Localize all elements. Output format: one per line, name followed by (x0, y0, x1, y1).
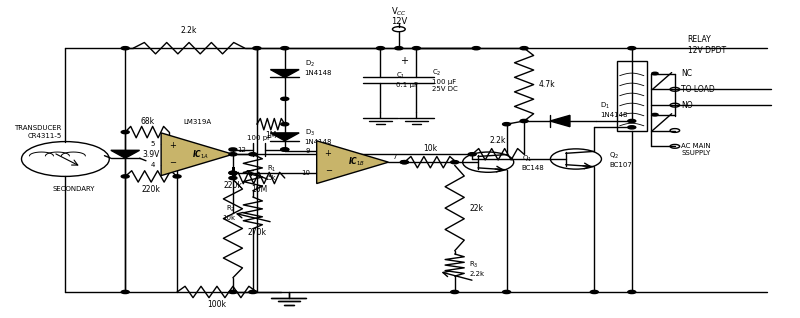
Text: 9: 9 (306, 149, 310, 155)
Polygon shape (270, 133, 299, 141)
Circle shape (229, 171, 237, 175)
Circle shape (520, 47, 528, 50)
Text: 220k: 220k (142, 184, 161, 194)
Circle shape (468, 153, 476, 156)
Circle shape (281, 148, 289, 151)
Circle shape (253, 47, 261, 50)
Circle shape (122, 290, 130, 294)
Text: 2.2k: 2.2k (181, 26, 198, 35)
Text: 12V: 12V (390, 17, 407, 26)
Text: 7: 7 (393, 155, 397, 160)
Polygon shape (161, 133, 233, 176)
Circle shape (472, 47, 480, 50)
Polygon shape (550, 115, 570, 127)
Polygon shape (317, 141, 389, 183)
Circle shape (229, 176, 237, 180)
Circle shape (652, 114, 658, 116)
Text: SECONDARY: SECONDARY (52, 186, 94, 192)
Text: 4: 4 (150, 162, 154, 168)
Text: IC$_{1A}$: IC$_{1A}$ (192, 148, 210, 161)
Text: 5: 5 (150, 141, 154, 147)
Circle shape (395, 47, 403, 50)
Circle shape (502, 123, 510, 126)
Text: 10k: 10k (423, 144, 438, 153)
Circle shape (401, 161, 409, 164)
Circle shape (628, 126, 636, 129)
Text: Q$_2$
BC107: Q$_2$ BC107 (610, 150, 632, 168)
Circle shape (281, 97, 289, 100)
Circle shape (628, 120, 636, 123)
Circle shape (229, 153, 237, 156)
Text: 22k: 22k (469, 204, 483, 212)
Text: LM319A: LM319A (183, 119, 211, 125)
Text: 68k: 68k (140, 116, 154, 126)
Text: 12: 12 (238, 147, 246, 153)
Circle shape (229, 148, 237, 151)
Circle shape (652, 72, 658, 75)
Polygon shape (270, 70, 299, 78)
Text: NO: NO (682, 101, 693, 110)
Circle shape (281, 148, 289, 151)
Circle shape (628, 47, 636, 50)
Text: −: − (169, 158, 176, 167)
Circle shape (122, 175, 130, 178)
Circle shape (377, 47, 385, 50)
Circle shape (520, 120, 528, 123)
Text: TRANSDUCER
CR4311-5: TRANSDUCER CR4311-5 (14, 125, 62, 139)
Circle shape (281, 47, 289, 50)
Text: R$_3$
2.2k: R$_3$ 2.2k (469, 259, 484, 277)
Text: 2.2k: 2.2k (490, 136, 506, 145)
Text: IC$_{1B}$: IC$_{1B}$ (348, 156, 365, 169)
Circle shape (450, 161, 458, 164)
Text: +: + (169, 141, 176, 150)
Text: D$_1$
1N4148: D$_1$ 1N4148 (600, 100, 627, 118)
Text: NC: NC (682, 69, 692, 78)
Text: 270k: 270k (247, 228, 266, 237)
Circle shape (281, 123, 289, 126)
Circle shape (229, 171, 237, 175)
Text: 4.7k: 4.7k (538, 80, 555, 89)
Text: R$_1$
5k: R$_1$ 5k (267, 164, 277, 181)
Circle shape (590, 290, 598, 294)
Circle shape (401, 161, 409, 164)
Circle shape (229, 290, 237, 294)
Circle shape (413, 47, 420, 50)
Text: D$_3$
1N4148: D$_3$ 1N4148 (305, 128, 332, 145)
Text: TO LOAD: TO LOAD (682, 85, 715, 94)
Text: −: − (325, 166, 332, 175)
Circle shape (122, 130, 130, 134)
Text: 3.9V: 3.9V (142, 150, 160, 159)
Text: 100 pF: 100 pF (246, 135, 271, 142)
Text: 1M: 1M (265, 131, 277, 140)
Bar (617, 61, 647, 130)
Text: C$_2$
100 µF
25V DC: C$_2$ 100 µF 25V DC (432, 68, 458, 92)
Text: C$_1$
0.1 µF: C$_1$ 0.1 µF (397, 71, 418, 88)
Text: Q$_1$
BC148: Q$_1$ BC148 (522, 154, 545, 171)
Text: R$_2$
10k: R$_2$ 10k (222, 204, 235, 221)
Text: D$_2$
1N4148: D$_2$ 1N4148 (305, 59, 332, 76)
Circle shape (450, 290, 458, 294)
Circle shape (173, 175, 181, 178)
Circle shape (249, 153, 257, 156)
Circle shape (122, 47, 130, 50)
Text: AC MAIN
SSUPPLY: AC MAIN SSUPPLY (682, 143, 711, 156)
Circle shape (502, 290, 510, 294)
Circle shape (249, 290, 257, 294)
Text: +: + (325, 149, 331, 158)
Text: 10: 10 (302, 170, 310, 176)
Text: V$_{CC}$: V$_{CC}$ (391, 5, 407, 18)
Text: +: + (401, 56, 409, 66)
Text: 10M: 10M (250, 184, 267, 194)
Circle shape (628, 290, 636, 294)
Text: 100k: 100k (207, 300, 226, 309)
Text: RELAY
12V DPDT: RELAY 12V DPDT (688, 35, 726, 54)
Text: 220k: 220k (223, 181, 242, 190)
Polygon shape (111, 150, 139, 158)
